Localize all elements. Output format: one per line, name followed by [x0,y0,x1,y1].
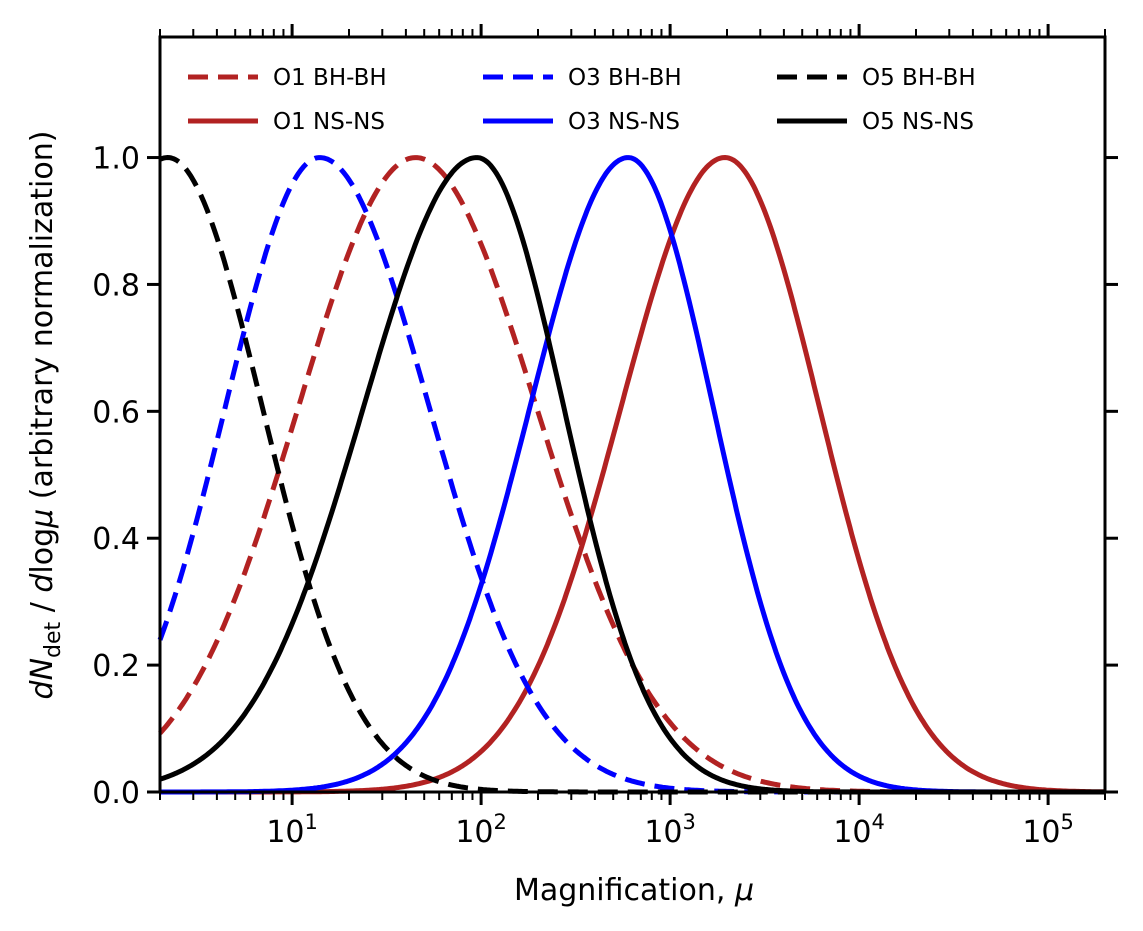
series-line-o1-ns-ns [159,155,1106,795]
x-tick-label: 101 [266,810,318,850]
x-tick-label: 102 [455,810,507,850]
tick-layer: 101 102 103 104 105 0.0 0.2 0.4 0.6 0.8 1.0 [92,24,1118,850]
legend-label-o1-ns-ns: O1 NS-NS [273,109,385,135]
x-tick-label: 103 [644,810,696,850]
y-tick-label: 0.2 [92,649,140,684]
x-tick-label: 105 [1022,810,1074,850]
series-line-o5-ns-ns [159,155,1106,795]
y-tick-label: 1.0 [92,142,140,177]
legend-label-o3-bh-bh: O3 BH-BH [568,65,682,91]
series-line-o3-ns-ns [159,155,1106,795]
y-tick-label: 0.4 [92,522,140,557]
legend-label-o1-bh-bh: O1 BH-BH [273,65,387,91]
legend-label-o5-ns-ns: O5 NS-NS [862,109,974,135]
series-line-o3-bh-bh [157,155,1106,795]
plot-frame [158,35,1107,794]
x-tick-label: 104 [833,810,885,850]
legend: O1 BH-BH O1 NS-NS O3 BH-BH O3 NS-NS O5 BH-BH… [188,65,976,135]
y-tick-label: 0.6 [92,395,140,430]
series-layer [157,155,1106,795]
legend-label-o3-ns-ns: O3 NS-NS [568,109,680,135]
x-axis-label: Magnification, μ [514,873,754,908]
series-line-o5-bh-bh [159,155,1106,795]
series-line-o1-bh-bh [158,155,1106,795]
y-tick-label: 0.8 [92,268,140,303]
legend-label-o5-bh-bh: O5 BH-BH [862,65,976,91]
y-axis-label: dNdet / dlogμ (arbitrary normalization) [25,131,66,700]
y-tick-label: 0.0 [92,776,140,811]
